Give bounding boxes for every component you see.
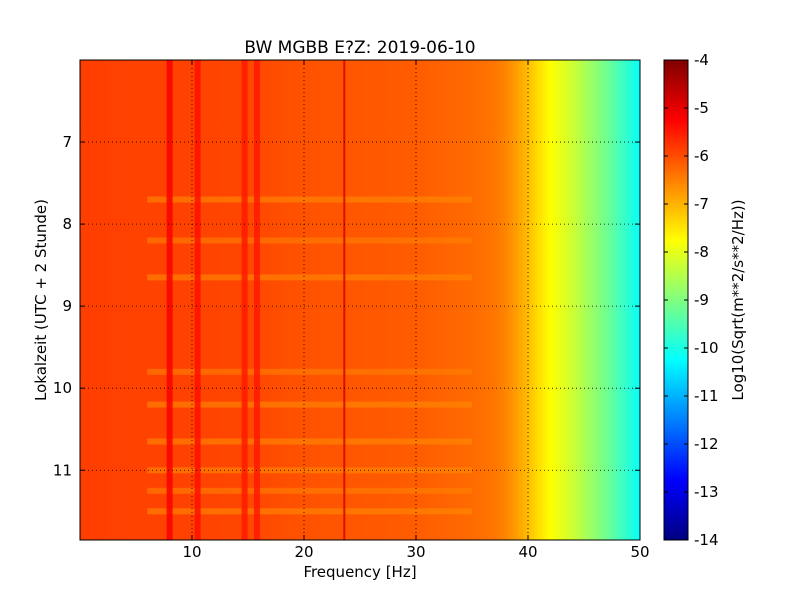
y-tick-label: 7 <box>62 133 72 151</box>
y-axis-ticks: 7 8 9 10 11 <box>53 133 640 479</box>
horizontal-band <box>147 196 472 203</box>
x-tick-label: 20 <box>294 543 313 561</box>
x-tick-label: 50 <box>630 543 649 561</box>
colorbar: -4 -5 -6 -7 -8 -9 -10 -11 -12 -13 -14 <box>663 51 719 549</box>
colorbar-tick-label: -9 <box>694 291 709 309</box>
colorbar-tick-label: -5 <box>694 99 709 117</box>
x-axis-label: Frequency [Hz] <box>303 563 416 581</box>
x-tick-label: 10 <box>182 543 201 561</box>
frequency-line <box>194 60 201 540</box>
colorbar-tick-label: -6 <box>694 147 709 165</box>
frequency-line <box>254 60 260 540</box>
frequency-line <box>343 60 346 540</box>
horizontal-band <box>147 467 472 474</box>
colorbar-tick-label: -4 <box>694 51 709 69</box>
horizontal-band <box>147 508 472 515</box>
spectrum-background <box>80 60 640 540</box>
horizontal-band <box>147 274 472 281</box>
y-tick-label: 8 <box>62 215 72 233</box>
colorbar-tick-label: -13 <box>694 483 719 501</box>
grid-lines <box>80 60 640 540</box>
colorbar-label: Log10(Sqrt(m**2/s**2/Hz)) <box>729 199 747 400</box>
x-tick-label: 40 <box>518 543 537 561</box>
frequency-line <box>241 60 248 540</box>
colorbar-tick-label: -12 <box>694 435 719 453</box>
horizontal-band <box>147 487 472 494</box>
plot-frame <box>79 59 641 541</box>
frequency-line <box>166 60 173 540</box>
y-tick-label: 9 <box>62 297 72 315</box>
colorbar-tick-label: -8 <box>694 243 709 261</box>
y-tick-label: 11 <box>53 461 72 479</box>
horizontal-band <box>147 401 472 408</box>
chart-title: BW MGBB E?Z: 2019-06-10 <box>244 38 475 58</box>
colorbar-tick-label: -11 <box>694 387 719 405</box>
colorbar-tick-label: -14 <box>694 531 719 549</box>
x-tick-label: 30 <box>406 543 425 561</box>
colorbar-tick-label: -7 <box>694 195 709 213</box>
horizontal-band <box>147 237 472 244</box>
y-axis-label: Lokalzeit (UTC + 2 Stunde) <box>32 199 50 401</box>
y-tick-label: 10 <box>53 379 72 397</box>
horizontal-band <box>147 438 472 445</box>
colorbar-tick-label: -10 <box>694 339 719 357</box>
x-axis-ticks: 10 20 30 40 50 <box>182 60 650 561</box>
horizontal-band <box>147 368 472 375</box>
spectrogram-heatmap <box>80 60 640 540</box>
